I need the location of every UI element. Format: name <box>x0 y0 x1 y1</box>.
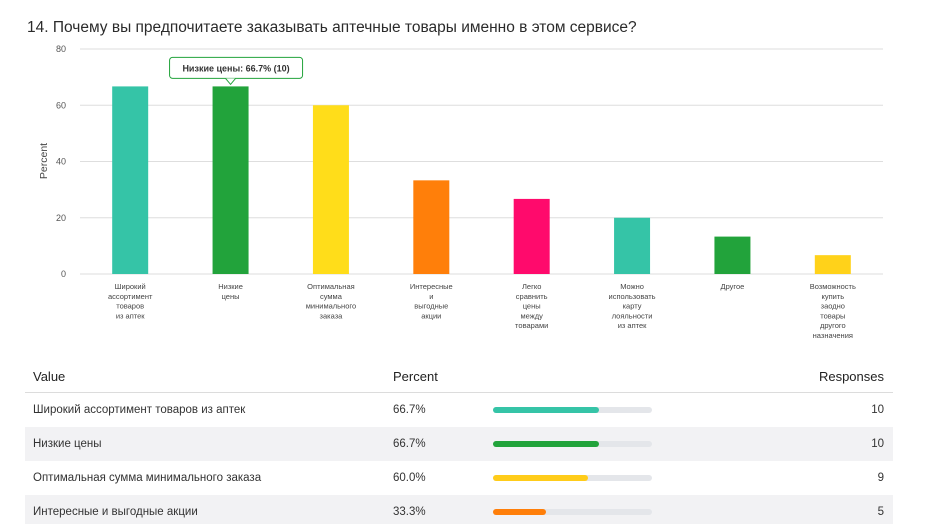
results-table: Value Percent Responses Широкий ассортим… <box>25 360 893 529</box>
x-tick-label: Другое <box>721 282 745 291</box>
bar <box>312 105 349 274</box>
percent-bar-track <box>493 475 652 481</box>
y-tick-label: 0 <box>61 269 66 279</box>
header-responses[interactable]: Responses <box>793 360 893 393</box>
row-value: Низкие цены <box>25 427 385 461</box>
row-value: Интересные и выгодные акции <box>25 495 385 529</box>
bar-chart: 0 20 40 60 80 Percent Широкий ассортимент товаро… <box>38 44 883 340</box>
chart-tooltip: Низкие цены: 66.7% (10) <box>169 56 304 86</box>
table-row: Оптимальная сумма минимального заказа 60.… <box>25 461 893 495</box>
bar <box>714 236 751 274</box>
x-tick-label: Легко сравнить цены между товарами <box>515 282 548 330</box>
row-responses: 5 <box>793 495 893 529</box>
row-percent: 66.7% <box>385 427 485 461</box>
row-percent: 60.0% <box>393 472 426 484</box>
percent-bar-track <box>493 509 652 515</box>
row-bar-cell <box>485 427 793 461</box>
bar <box>614 217 651 274</box>
x-tick-label: Широкий ассортимент товаров из аптек <box>108 282 153 320</box>
x-tick-label: Можно использовать карту лояльности из аптек <box>609 282 656 330</box>
row-responses: 10 <box>793 427 893 461</box>
row-percent: 33.3% <box>385 495 485 529</box>
table-row: Низкие цены 66.7% 10 <box>25 427 893 461</box>
row-responses: 10 <box>871 404 884 416</box>
bar <box>513 198 550 274</box>
x-tick-label: Интересные и выгодные акции <box>410 282 453 320</box>
header-percent[interactable]: Percent <box>385 360 485 393</box>
percent-bar-fill <box>493 475 589 481</box>
row-bar-cell <box>485 461 793 495</box>
row-percent: 66.7% <box>393 404 426 416</box>
bar <box>112 86 149 274</box>
page-edge <box>0 524 936 530</box>
row-bar-cell <box>485 393 793 428</box>
x-tick-label: Возможность купить заодно товары другого назн… <box>810 282 856 340</box>
percent-bar-track <box>493 441 652 447</box>
percent-bar-fill <box>493 509 546 515</box>
row-value: Оптимальная сумма минимального заказа <box>33 472 262 484</box>
bar <box>413 180 450 274</box>
y-tick-label: 20 <box>56 213 66 223</box>
row-value: Широкий ассортимент товаров из аптек <box>33 404 246 416</box>
bar <box>814 255 851 274</box>
y-tick-label: 80 <box>56 44 66 54</box>
table-row: Интересные и выгодные акции 33.3% 5 <box>25 495 893 529</box>
bar <box>212 86 249 274</box>
row-responses: 9 <box>877 472 884 484</box>
y-tick-label: 60 <box>56 100 66 110</box>
percent-bar-fill <box>493 441 600 447</box>
table-header-row: Value Percent Responses <box>25 360 893 393</box>
y-tick-label: 40 <box>56 157 66 167</box>
table-row: Широкий ассортимент товаров из аптек 66.7… <box>25 393 893 428</box>
tooltip-text: Низкие цены: 66.7% (10) <box>182 63 289 73</box>
percent-bar-fill <box>493 407 600 413</box>
header-value[interactable]: Value <box>25 360 385 393</box>
percent-bar-track <box>493 407 652 413</box>
x-tick-label: Оптимальная сумма минимального заказа <box>306 282 356 320</box>
x-tick-label: Низкие цены <box>218 282 243 301</box>
y-axis-label: Percent <box>38 143 50 179</box>
header-bar <box>485 360 793 393</box>
row-bar-cell <box>485 495 793 529</box>
question-title: 14. Почему вы предпочитаете заказывать а… <box>27 19 637 36</box>
